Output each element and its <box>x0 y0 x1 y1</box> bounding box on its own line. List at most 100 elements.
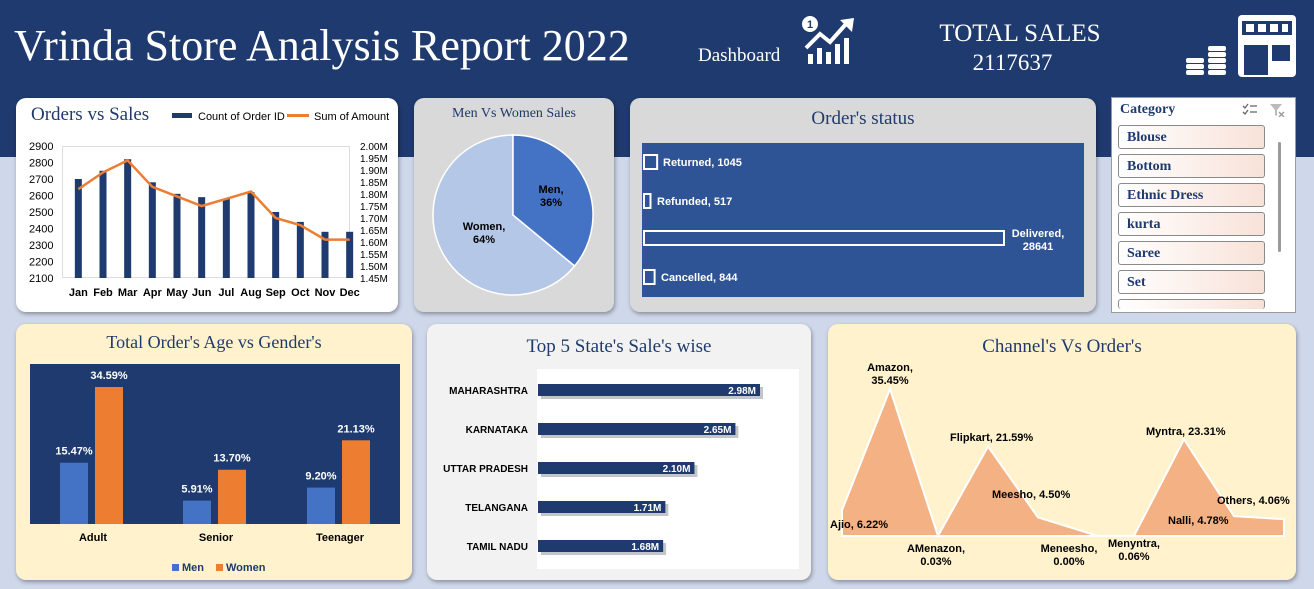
women-bar <box>95 387 123 524</box>
status-label-returned: Returned, 1045 <box>663 157 742 169</box>
state-bar <box>538 501 666 513</box>
age-category-tick: Senior <box>199 532 234 544</box>
men-women-title: Men Vs Women Sales <box>452 106 576 121</box>
state-name-tick: UTTAR PRADESH <box>443 464 528 475</box>
state-bar <box>538 423 736 435</box>
multi-select-icon[interactable] <box>1242 103 1258 117</box>
slicer-item-kurta[interactable]: kurta <box>1118 212 1265 236</box>
state-name-tick: TELANGANA <box>465 503 528 514</box>
month-tick: May <box>166 287 188 299</box>
slicer-item-partial[interactable] <box>1118 299 1265 309</box>
slicer-item-bottom[interactable]: Bottom <box>1118 154 1265 178</box>
orders-bar <box>346 231 354 278</box>
store-icon <box>1238 15 1296 77</box>
orders-bar <box>321 231 329 278</box>
men-bar-label: 9.20% <box>305 471 336 483</box>
month-tick: Mar <box>118 287 138 299</box>
state-name-tick: TAMIL NADU <box>467 542 528 553</box>
state-bar-label: 1.71M <box>634 503 662 514</box>
slicer-scrollbar[interactable] <box>1278 142 1281 252</box>
pie-slice-women <box>432 134 576 296</box>
channels-chart: Amazon, 35.45% Ajio, 6.22% AMenazon, 0.0… <box>830 362 1290 568</box>
total-sales-value: 2117637 <box>972 50 1053 75</box>
state-bar-label: 1.68M <box>631 542 659 553</box>
men-women-card: Men Vs Women Sales Men, 36% Women, 64% <box>414 98 614 312</box>
slicer-item-set[interactable]: Set <box>1118 270 1265 294</box>
slicer-item-blouse[interactable]: Blouse <box>1118 125 1265 149</box>
orders-bar <box>296 221 304 278</box>
left-axis-tick: 2100 <box>29 273 53 285</box>
orders-bar <box>173 193 181 278</box>
state-bar-label: 2.10M <box>663 464 691 475</box>
channel-label-amenazon-pct: 0.03% <box>920 556 951 568</box>
men-bar-label: 15.47% <box>55 446 93 458</box>
right-axis-tick: 1.90M <box>360 166 388 177</box>
channel-label-amenazon: AMenazon, <box>907 543 965 555</box>
svg-text:1: 1 <box>807 19 813 31</box>
women-bar-label: 34.59% <box>90 370 128 382</box>
right-axis-tick: 1.70M <box>360 214 388 225</box>
channel-label-menyntra-pct: 0.06% <box>1118 551 1149 563</box>
growth-chart-icon: 1 <box>802 16 854 64</box>
pie-women-pct: 64% <box>473 234 495 246</box>
age-gender-plot-bg <box>30 364 400 524</box>
pie-men-pct: 36% <box>540 197 562 209</box>
month-tick: Apr <box>143 287 163 299</box>
month-tick: Dec <box>340 287 360 299</box>
left-axis-tick: 2800 <box>29 158 53 170</box>
clear-filter-icon[interactable] <box>1269 103 1285 117</box>
men-women-pie: Men, 36% Women, 64% <box>432 134 594 296</box>
top-states-chart: 2.98M MAHARASHTRA 2.65M KARNATAKA 2.10M UTTAR… <box>443 369 799 569</box>
month-tick: Nov <box>315 287 337 299</box>
page-subtitle: Dashboard <box>698 45 781 66</box>
channel-label-flipkart: Flipkart, 21.59% <box>950 432 1033 444</box>
slicer-item-ethnic-dress[interactable]: Ethnic Dress <box>1118 183 1265 207</box>
women-bar-label: 21.13% <box>337 423 375 435</box>
legend-women-text: Women <box>226 562 266 574</box>
order-status-card: Order's status Returned, 1045 Refunded, … <box>630 98 1096 312</box>
orders-bar <box>124 159 132 278</box>
orders-vs-sales-card: Orders vs Sales Count of Order ID Sum of… <box>16 98 398 312</box>
month-tick: Jan <box>69 287 88 299</box>
men-bar <box>60 462 88 524</box>
month-tick: Jun <box>192 287 212 299</box>
slicer-item-saree[interactable]: Saree <box>1118 241 1265 265</box>
orders-bar <box>99 170 107 278</box>
left-axis-tick: 2600 <box>29 191 53 203</box>
women-bar <box>342 440 370 524</box>
orders-bar <box>222 198 230 278</box>
state-bar-label: 2.98M <box>728 386 756 397</box>
status-bar <box>643 154 659 170</box>
order-status-title: Order's status <box>811 108 915 129</box>
left-axis-tick: 2700 <box>29 174 53 186</box>
total-sales-label: TOTAL SALES <box>939 20 1101 47</box>
right-axis-tick: 1.60M <box>360 238 388 249</box>
channel-label-meneesho-pct: 0.00% <box>1053 556 1084 568</box>
orders-bar <box>148 182 156 278</box>
legend-amount-text: Sum of Amount <box>314 111 389 123</box>
channel-label-meneesho: Meneesho, <box>1041 543 1098 555</box>
slicer-title: Category <box>1120 102 1176 117</box>
state-name-tick: KARNATAKA <box>466 425 528 436</box>
state-bar <box>538 462 695 474</box>
month-tick: Aug <box>240 287 261 299</box>
status-bar <box>643 193 652 209</box>
women-bar <box>218 469 246 524</box>
legend-men-swatch <box>172 564 179 571</box>
status-label-cancelled: Cancelled, 844 <box>661 272 738 284</box>
right-axis-tick: 1.95M <box>360 154 388 165</box>
state-bar-label: 2.65M <box>704 425 732 436</box>
channel-label-myntra: Myntra, 23.31% <box>1146 426 1226 438</box>
right-axis-tick: 1.80M <box>360 190 388 201</box>
left-axis-tick: 2500 <box>29 207 53 219</box>
channels-title: Channel's Vs Order's <box>982 336 1142 357</box>
channel-label-nalli: Nalli, 4.78% <box>1168 515 1229 527</box>
month-tick: Oct <box>291 287 310 299</box>
orders-bar <box>247 192 255 278</box>
status-bar <box>643 230 1005 246</box>
right-axis-tick: 1.45M <box>360 274 388 285</box>
men-bar <box>307 487 335 524</box>
header-bar: Vrinda Store Analysis Report 2022 Dashbo… <box>0 0 1314 92</box>
state-name-tick: MAHARASHTRA <box>449 386 528 397</box>
status-label-delivered: Delivered, <box>1012 228 1065 240</box>
